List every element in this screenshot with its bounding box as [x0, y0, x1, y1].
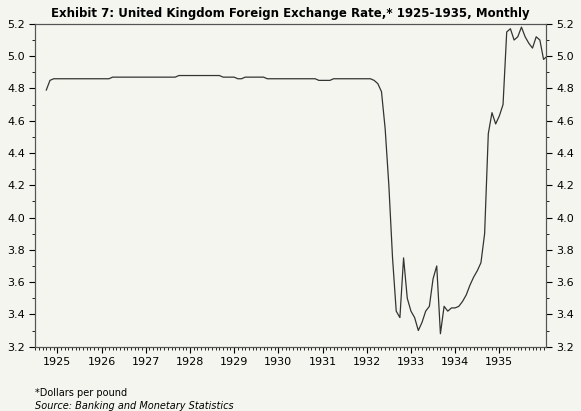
Title: Exhibit 7: United Kingdom Foreign Exchange Rate,* 1925-1935, Monthly: Exhibit 7: United Kingdom Foreign Exchan… [51, 7, 530, 20]
Text: *Dollars per pound: *Dollars per pound [35, 388, 127, 398]
Text: Source: Banking and Monetary Statistics: Source: Banking and Monetary Statistics [35, 401, 234, 411]
